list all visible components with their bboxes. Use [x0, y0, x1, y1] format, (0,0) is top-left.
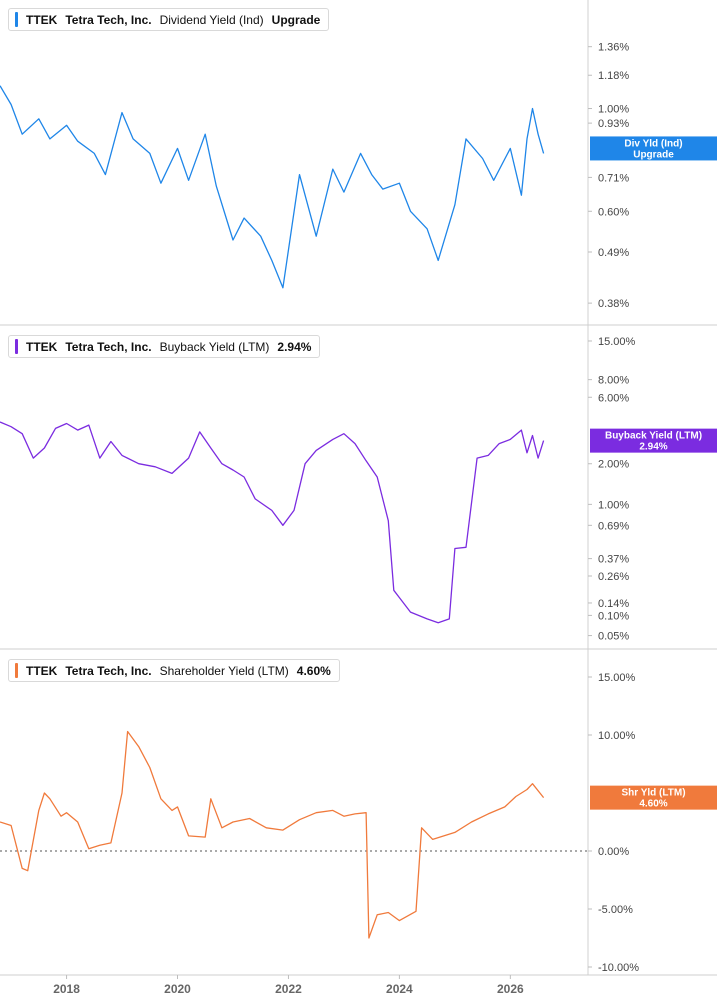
legend-metric: Shareholder Yield (LTM) — [159, 663, 289, 678]
series-line — [0, 421, 545, 624]
x-tick-label: 2026 — [497, 982, 524, 996]
y-tick-label: -5.00% — [598, 904, 633, 916]
y-tick-label: 8.00% — [598, 375, 629, 387]
y-tick-label: 0.93% — [598, 118, 629, 130]
x-tick-label: 2022 — [275, 982, 302, 996]
y-tick-label: 0.49% — [598, 247, 629, 259]
y-tick-label: 15.00% — [598, 336, 636, 348]
legend-metric: Buyback Yield (LTM) — [159, 339, 270, 354]
y-tick-label: 0.38% — [598, 298, 629, 310]
legend-value: 2.94% — [277, 339, 312, 354]
legend-dividend-yield: TTEK Tetra Tech, Inc. Dividend Yield (In… — [8, 8, 330, 31]
y-tick-label: 6.00% — [598, 392, 629, 404]
y-tick-label: 0.14% — [598, 598, 629, 610]
legend-buyback-yield: TTEK Tetra Tech, Inc. Buyback Yield (LTM… — [8, 335, 321, 358]
y-tick-label: 1.00% — [598, 104, 629, 116]
y-tick-label: 0.10% — [598, 610, 629, 622]
y-tick-label: 10.00% — [598, 730, 636, 742]
y-tick-label: 1.36% — [598, 42, 629, 54]
end-value-label-value: 2.94% — [639, 442, 667, 453]
legend-swatch-shareholder — [15, 663, 18, 678]
y-tick-label: 0.26% — [598, 571, 629, 583]
x-tick-label: 2024 — [386, 982, 413, 996]
y-tick-label: 0.71% — [598, 172, 629, 184]
legend-ticker: TTEK — [26, 339, 58, 354]
y-tick-label: 0.00% — [598, 846, 629, 858]
end-value-label-title: Buyback Yield (LTM) — [605, 431, 702, 442]
legend-ticker: TTEK — [26, 12, 58, 27]
y-tick-label: -10.00% — [598, 962, 639, 974]
legend-ticker: TTEK — [26, 663, 58, 678]
y-tick-label: 0.05% — [598, 631, 629, 643]
legend-swatch-dividend — [15, 12, 18, 27]
y-tick-label: 0.37% — [598, 554, 629, 566]
end-value-label-box — [590, 785, 717, 810]
series-line — [0, 85, 545, 289]
y-tick-label: 1.18% — [598, 70, 629, 82]
end-value-label-value: 4.60% — [639, 799, 667, 810]
x-tick-label: 2018 — [53, 982, 80, 996]
legend-shareholder-yield: TTEK Tetra Tech, Inc. Shareholder Yield … — [8, 659, 340, 682]
legend-company: Tetra Tech, Inc. — [65, 12, 152, 27]
y-tick-label: 15.00% — [598, 672, 636, 684]
y-tick-label: 0.69% — [598, 520, 629, 532]
legend-value: 4.60% — [296, 663, 331, 678]
end-value-label-title: Shr Yld (LTM) — [621, 788, 685, 799]
end-value-label-title: Div Yld (Ind) — [624, 138, 682, 149]
legend-swatch-buyback — [15, 339, 18, 354]
series-line — [0, 730, 545, 939]
end-value-label-box — [590, 428, 717, 453]
y-tick-label: 0.60% — [598, 206, 629, 218]
legend-company: Tetra Tech, Inc. — [65, 663, 152, 678]
x-tick-label: 2020 — [164, 982, 191, 996]
y-tick-label: 1.00% — [598, 499, 629, 511]
legend-metric: Dividend Yield (Ind) — [159, 12, 264, 27]
y-tick-label: 2.00% — [598, 459, 629, 471]
legend-value[interactable]: Upgrade — [271, 12, 321, 27]
legend-company: Tetra Tech, Inc. — [65, 339, 152, 354]
end-value-label-box — [590, 136, 717, 161]
end-value-label-value: Upgrade — [633, 149, 674, 160]
